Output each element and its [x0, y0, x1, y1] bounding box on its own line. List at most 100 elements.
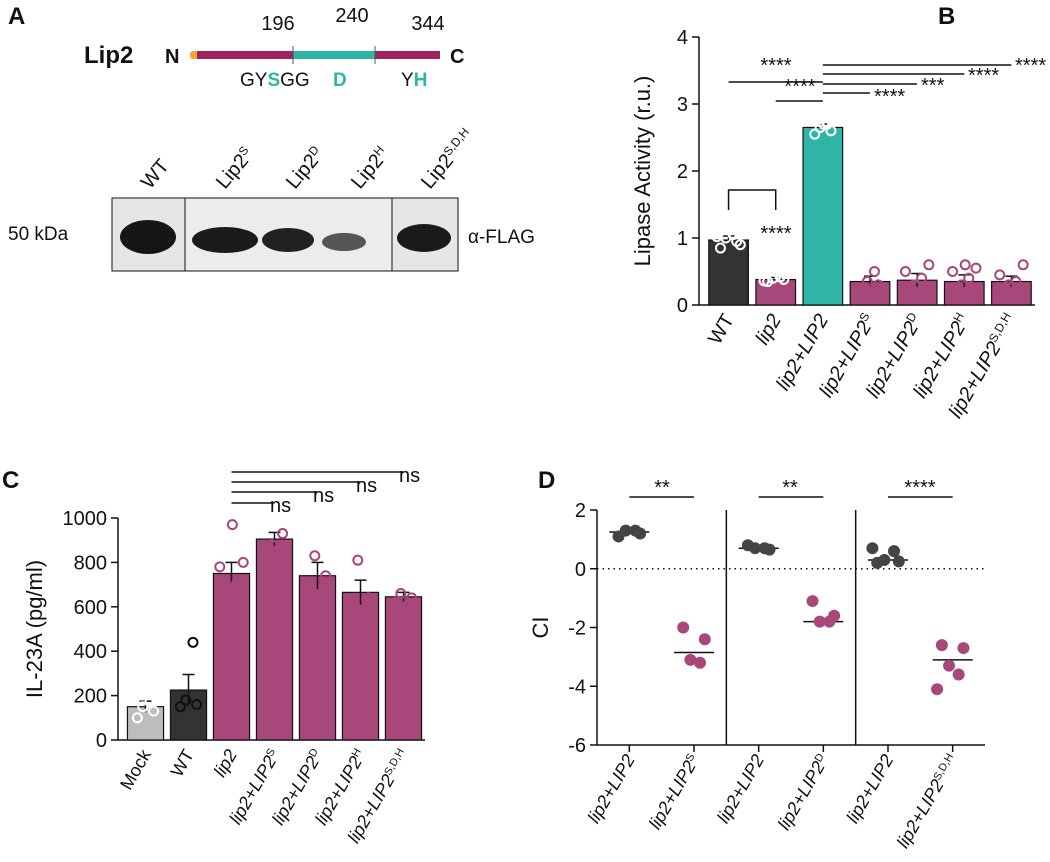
bar [708, 239, 749, 306]
data-point [128, 692, 140, 704]
y-tick-label: 3 [677, 94, 688, 116]
label-text: lip2 [751, 311, 786, 349]
data-point [346, 616, 358, 628]
data-point [821, 118, 833, 130]
y-tick-label: -6 [568, 735, 586, 757]
data-point [813, 615, 826, 628]
data-point [223, 590, 235, 602]
data-point [389, 596, 401, 608]
protein-name: Lip2 [84, 42, 133, 69]
y-axis-label: Lipase Activity (r.u.) [630, 76, 655, 267]
data-point [774, 271, 786, 283]
bar [298, 575, 337, 741]
label-text: lip2+LIP2 [893, 776, 948, 851]
data-point [309, 550, 321, 562]
category-label: lip2+LIP2 [842, 751, 897, 826]
label-text: lip2+LIP2 [584, 751, 639, 826]
domain-segment [197, 51, 293, 59]
data-point [277, 528, 289, 540]
data-point [956, 279, 968, 291]
label-text: Mock [116, 745, 155, 793]
data-point [217, 605, 229, 617]
data-point [749, 542, 762, 555]
data-point [916, 272, 928, 284]
data-point [734, 239, 746, 251]
label-text: WT [167, 746, 198, 780]
data-point [970, 262, 982, 274]
data-point [230, 579, 242, 591]
band [397, 224, 451, 252]
y-tick-label: 1000 [63, 508, 108, 530]
significance-label: **** [1015, 55, 1046, 77]
data-point [957, 642, 970, 655]
antibody: α-FLAG [468, 227, 535, 248]
bar [755, 278, 797, 306]
data-point [131, 712, 143, 724]
data-point [191, 698, 203, 710]
motif: YH [401, 70, 427, 91]
category-label: lip2+LIP2S,D,H [893, 751, 963, 851]
data-point [947, 266, 959, 277]
y-tick-label: 400 [74, 641, 107, 663]
data-point [805, 115, 817, 127]
band [120, 220, 176, 254]
lane-labels: WT Lip2S Lip2D Lip2H Lip2S,D,H [137, 125, 472, 193]
charts: B Lipase Activity (r.u.) 0 1 2 3 4 WT lip2 lip2+L… [2, 3, 1046, 851]
significance-label: **** [874, 86, 905, 108]
data-point [892, 555, 905, 568]
y-tick-label: 0 [575, 559, 586, 581]
data-point [943, 659, 956, 672]
significance-label: **** [784, 76, 815, 98]
data-point [806, 595, 819, 608]
chart: C IL-23A (pg/ml) 0 200 400 600 800 1000 Mock WT li… [2, 465, 425, 846]
data-point [619, 524, 632, 537]
motif: GYSGG [240, 70, 310, 91]
data-point [694, 656, 706, 669]
y-tick-label: -2 [568, 618, 586, 640]
y-tick-label: 1 [677, 228, 688, 250]
significance-label: **** [760, 223, 791, 245]
data-point [320, 570, 332, 582]
category-label: Mock [116, 745, 155, 793]
data-point [899, 266, 911, 277]
data-point [714, 242, 726, 254]
significance-label: ** [782, 477, 798, 499]
y-axis-label: IL-23A (pg/ml) [22, 560, 47, 698]
label-text: WT [137, 155, 174, 193]
data-point [872, 279, 884, 291]
data-point [861, 276, 873, 288]
data-point [997, 286, 1009, 298]
data-point [878, 553, 891, 566]
band [262, 228, 314, 252]
data-point [395, 587, 407, 599]
motif-part: GY [240, 70, 268, 91]
data-point [903, 286, 915, 298]
data-point [234, 596, 246, 608]
data-point [809, 128, 821, 140]
data-point [919, 282, 931, 294]
domain-segment [293, 51, 375, 59]
band [322, 233, 366, 251]
category-label: lip2 [751, 311, 786, 349]
significance-label: ** [654, 477, 670, 499]
y-tick-label: -4 [568, 676, 586, 698]
data-point [148, 705, 160, 717]
category-label: lip2+LIP2 [584, 751, 639, 826]
residue-number: 344 [411, 13, 444, 35]
motif-part: Y [401, 70, 414, 91]
significance-bracket [727, 189, 777, 210]
y-tick-label: 4 [677, 27, 688, 49]
y-tick-label: 2 [677, 161, 688, 183]
data-point [684, 653, 697, 666]
data-point [698, 633, 711, 646]
significance-label: ns [270, 495, 291, 517]
motif-residue: S [267, 70, 280, 91]
data-point [818, 118, 830, 130]
data-point [677, 621, 690, 634]
category-label: WT [704, 311, 739, 349]
y-tick-label: 600 [74, 597, 107, 619]
motif-residue: D [333, 70, 347, 91]
significance-label: ns [399, 465, 420, 487]
